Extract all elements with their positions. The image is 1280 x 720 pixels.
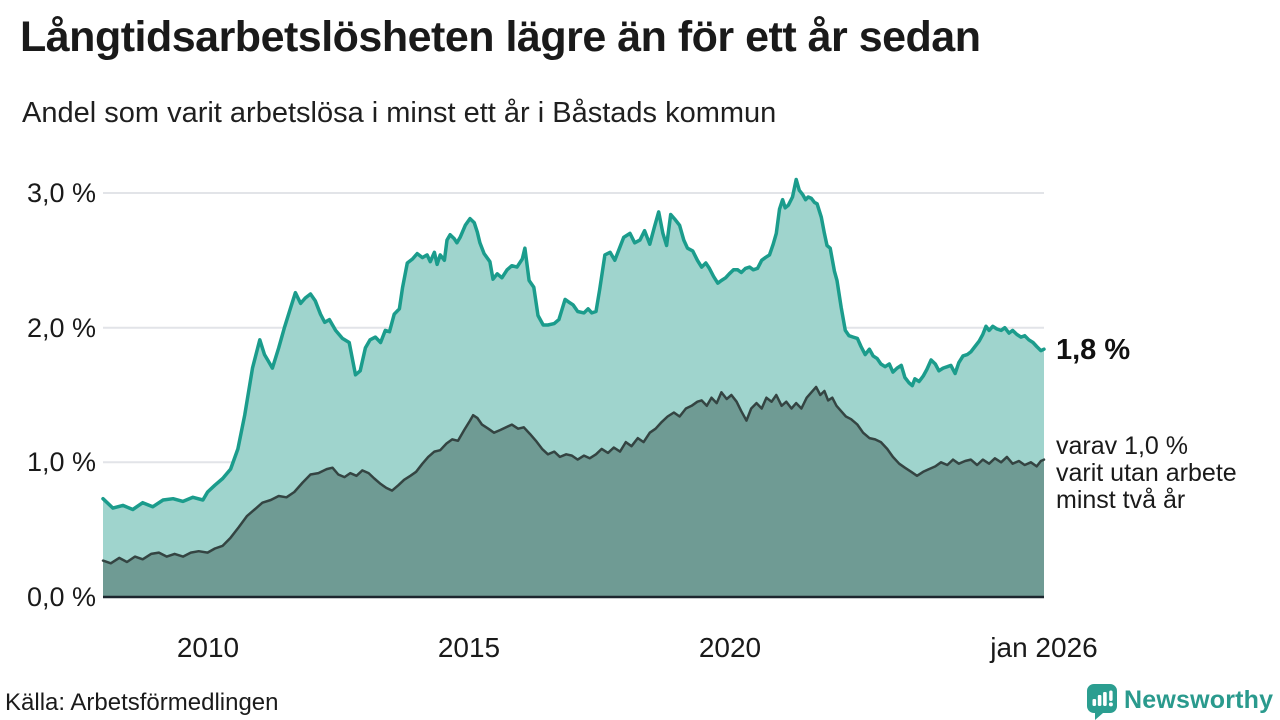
y-axis-tick-label: 3,0 % bbox=[26, 178, 96, 208]
x-axis-tick-label: 2010 bbox=[176, 632, 240, 663]
x-axis-tick-label: 2020 bbox=[698, 632, 762, 663]
x-axis-tick-label: jan 2026 bbox=[990, 632, 1098, 663]
brand-name: Newsworthy bbox=[1124, 686, 1274, 714]
newsworthy-logo-icon bbox=[1087, 684, 1117, 720]
source-note: Källa: Arbetsförmedlingen bbox=[5, 689, 279, 716]
chart-subtitle: Andel som varit arbetslösa i minst ett å… bbox=[22, 97, 777, 129]
breakdown-annotation: varav 1,0 % varit utan arbete minst två … bbox=[1056, 432, 1237, 514]
y-axis-tick-label: 2,0 % bbox=[26, 313, 96, 343]
y-axis-tick-label: 0,0 % bbox=[26, 582, 96, 612]
x-axis-tick-label: 2015 bbox=[437, 632, 501, 663]
latest-value-annotation: 1,8 % bbox=[1056, 334, 1131, 366]
y-axis-tick-label: 1,0 % bbox=[26, 447, 96, 477]
chart-title: Långtidsarbetslösheten lägre än för ett … bbox=[20, 13, 981, 61]
